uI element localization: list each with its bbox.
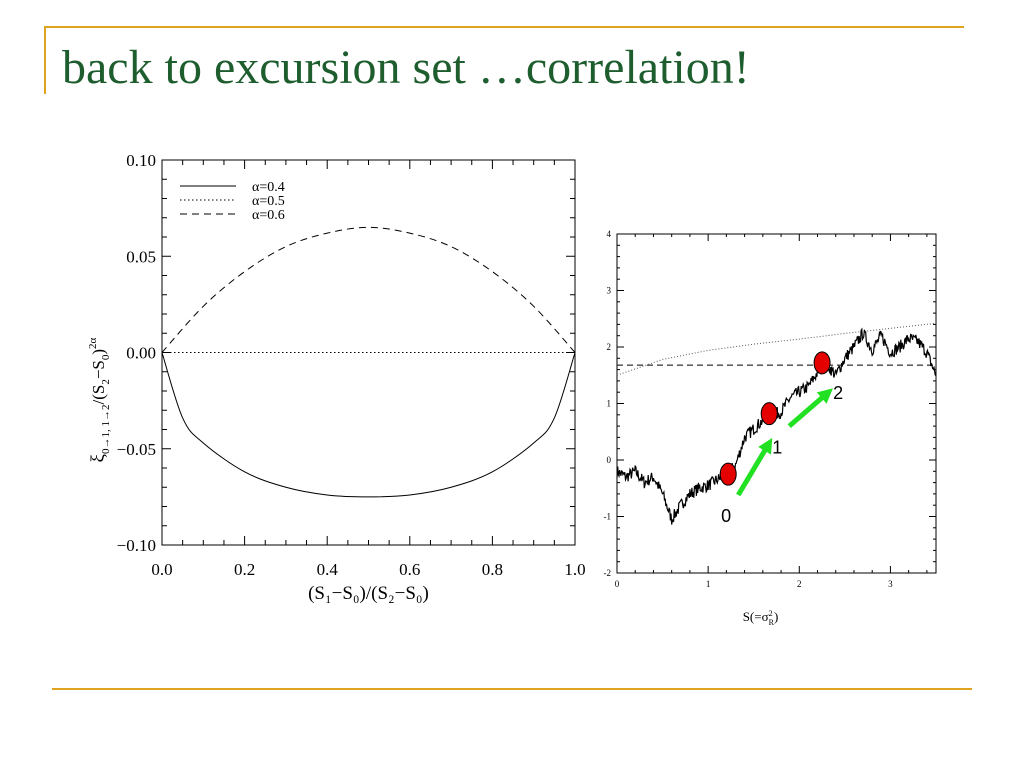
x-axis-label: (S₁−S₀)/(S₂−S₀) [308, 583, 429, 604]
green-arrow [787, 388, 833, 428]
y-tick-label: −0.05 [117, 440, 156, 459]
green-arrow [736, 437, 773, 497]
random-walk-line [616, 327, 937, 525]
plot-frame [616, 233, 937, 574]
x-tick-label: 0.6 [399, 560, 420, 579]
x-tick-label: 1 [706, 579, 711, 589]
red-marker [813, 351, 831, 375]
series-line-dashed [161, 226, 576, 353]
moving-barrier-line [616, 322, 937, 376]
marker-label: 0 [721, 506, 731, 526]
y-tick-label: 0.00 [126, 344, 156, 363]
x-axis-label: S(=σ2 R) [743, 609, 779, 627]
y-tick-label: -1 [604, 512, 612, 522]
title-frame-left-line [44, 26, 46, 94]
y-tick-label: 1 [607, 399, 612, 409]
y-tick-label: 4 [607, 229, 612, 239]
y-tick-label: 0.05 [126, 247, 156, 266]
red-marker [719, 462, 737, 486]
marker-label: 2 [833, 383, 843, 403]
title-frame-top-line [44, 26, 964, 28]
y-tick-label: 3 [607, 286, 612, 296]
y-tick-label: −0.10 [117, 536, 156, 555]
y-axis-label: ξ0→1, 1→2/(S2−S0)2α [87, 337, 112, 462]
x-tick-label: 0.0 [151, 560, 172, 579]
x-tick-label: 3 [888, 579, 893, 589]
legend-label: α=0.4 [252, 180, 285, 195]
x-tick-label: 1.0 [564, 560, 585, 579]
y-tick-label: -2 [604, 568, 612, 578]
x-tick-label: 0.4 [317, 560, 339, 579]
footer-line [52, 688, 972, 690]
series-line-solid [161, 352, 576, 498]
x-tick-label: 2 [797, 579, 802, 589]
y-tick-label: 2 [607, 342, 612, 352]
x-tick-label: 0.2 [234, 560, 255, 579]
slide-title: back to excursion set …correlation! [62, 41, 750, 94]
marker-label: 1 [772, 438, 782, 458]
x-tick-label: 0 [615, 579, 620, 589]
legend-label: α=0.5 [252, 194, 285, 209]
red-marker [760, 402, 778, 426]
legend-label: α=0.6 [252, 208, 285, 223]
x-tick-label: 0.8 [482, 560, 503, 579]
y-tick-label: 0.10 [126, 151, 156, 170]
y-tick-label: 0 [607, 455, 612, 465]
